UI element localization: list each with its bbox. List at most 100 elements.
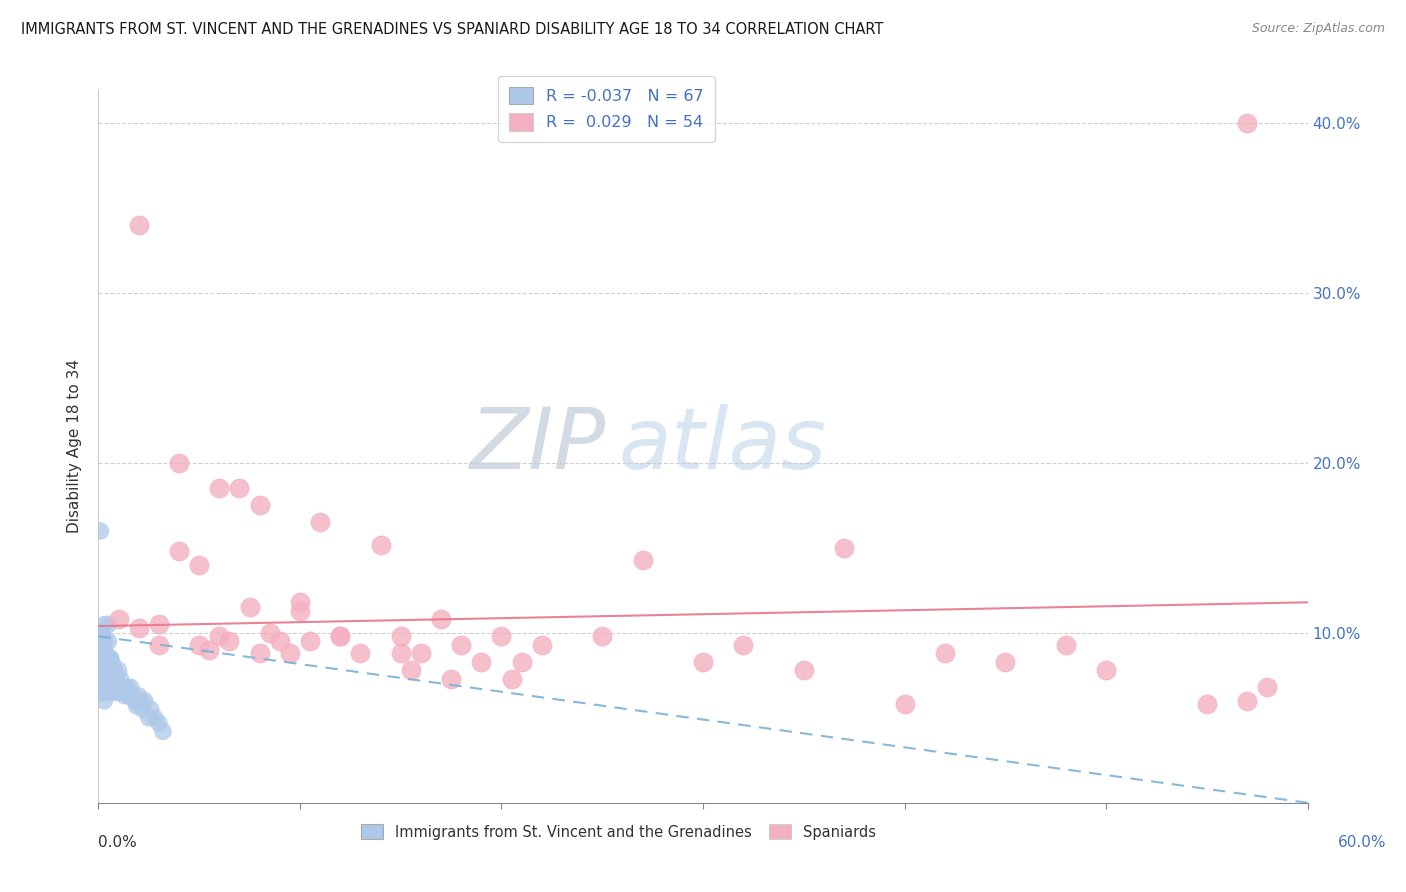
- Point: [105, 685, 128, 699]
- Point: [91, 660, 114, 674]
- Point: [470, 655, 492, 669]
- Point: [128, 621, 150, 635]
- Point: [93, 651, 115, 665]
- Point: [118, 689, 141, 703]
- Point: [188, 558, 211, 572]
- Point: [110, 685, 132, 699]
- Point: [491, 629, 513, 643]
- Point: [1095, 663, 1118, 677]
- Point: [100, 651, 122, 665]
- Point: [208, 482, 231, 496]
- Point: [97, 617, 120, 632]
- Point: [450, 638, 472, 652]
- Point: [389, 629, 412, 643]
- Point: [389, 646, 412, 660]
- Point: [832, 541, 855, 555]
- Point: [89, 626, 111, 640]
- Point: [96, 677, 118, 691]
- Point: [288, 595, 311, 609]
- Point: [167, 544, 190, 558]
- Point: [96, 651, 118, 665]
- Point: [96, 660, 118, 674]
- Point: [93, 643, 115, 657]
- Point: [148, 638, 170, 652]
- Point: [440, 672, 463, 686]
- Point: [188, 638, 211, 652]
- Point: [134, 694, 156, 708]
- Point: [100, 651, 122, 665]
- Point: [370, 537, 392, 551]
- Point: [93, 668, 115, 682]
- Point: [501, 672, 523, 686]
- Point: [91, 677, 114, 691]
- Point: [93, 643, 115, 657]
- Point: [101, 685, 124, 699]
- Legend: Immigrants from St. Vincent and the Grenadines, Spaniards: Immigrants from St. Vincent and the Gren…: [356, 818, 882, 846]
- Point: [107, 677, 129, 691]
- Point: [269, 634, 291, 648]
- Point: [167, 456, 190, 470]
- Point: [89, 660, 111, 674]
- Text: 60.0%: 60.0%: [1337, 835, 1386, 850]
- Point: [591, 629, 613, 643]
- Point: [89, 668, 111, 682]
- Point: [91, 634, 114, 648]
- Point: [1236, 116, 1258, 130]
- Point: [107, 663, 129, 677]
- Point: [218, 634, 240, 648]
- Point: [288, 604, 311, 618]
- Point: [89, 643, 111, 657]
- Point: [148, 715, 170, 730]
- Point: [128, 689, 150, 703]
- Point: [93, 634, 115, 648]
- Point: [97, 634, 120, 648]
- Point: [91, 685, 114, 699]
- Point: [91, 634, 114, 648]
- Point: [510, 655, 533, 669]
- Point: [249, 646, 271, 660]
- Text: 0.0%: 0.0%: [98, 835, 138, 850]
- Point: [692, 655, 714, 669]
- Point: [278, 646, 301, 660]
- Point: [100, 663, 122, 677]
- Point: [893, 698, 915, 712]
- Point: [994, 655, 1017, 669]
- Point: [96, 668, 118, 682]
- Point: [208, 629, 231, 643]
- Point: [89, 677, 111, 691]
- Point: [259, 626, 281, 640]
- Point: [91, 626, 114, 640]
- Point: [329, 629, 352, 643]
- Point: [89, 524, 111, 538]
- Point: [97, 651, 120, 665]
- Point: [143, 711, 166, 725]
- Point: [329, 629, 352, 643]
- Point: [120, 680, 142, 694]
- Point: [793, 663, 815, 677]
- Point: [430, 612, 453, 626]
- Point: [309, 516, 332, 530]
- Point: [132, 702, 155, 716]
- Point: [631, 553, 654, 567]
- Point: [105, 677, 128, 691]
- Point: [1054, 638, 1077, 652]
- Point: [249, 499, 271, 513]
- Point: [125, 698, 148, 713]
- Point: [107, 680, 129, 694]
- Point: [299, 634, 322, 648]
- Point: [96, 651, 118, 665]
- Point: [110, 672, 132, 686]
- Point: [530, 638, 553, 652]
- Point: [105, 672, 128, 686]
- Point: [100, 677, 122, 691]
- Point: [228, 482, 250, 496]
- Point: [124, 694, 146, 708]
- Point: [103, 668, 125, 682]
- Text: IMMIGRANTS FROM ST. VINCENT AND THE GRENADINES VS SPANIARD DISABILITY AGE 18 TO : IMMIGRANTS FROM ST. VINCENT AND THE GREN…: [21, 22, 883, 37]
- Point: [114, 689, 136, 703]
- Point: [91, 626, 114, 640]
- Point: [121, 689, 143, 703]
- Point: [89, 685, 111, 699]
- Point: [103, 677, 125, 691]
- Point: [148, 617, 170, 632]
